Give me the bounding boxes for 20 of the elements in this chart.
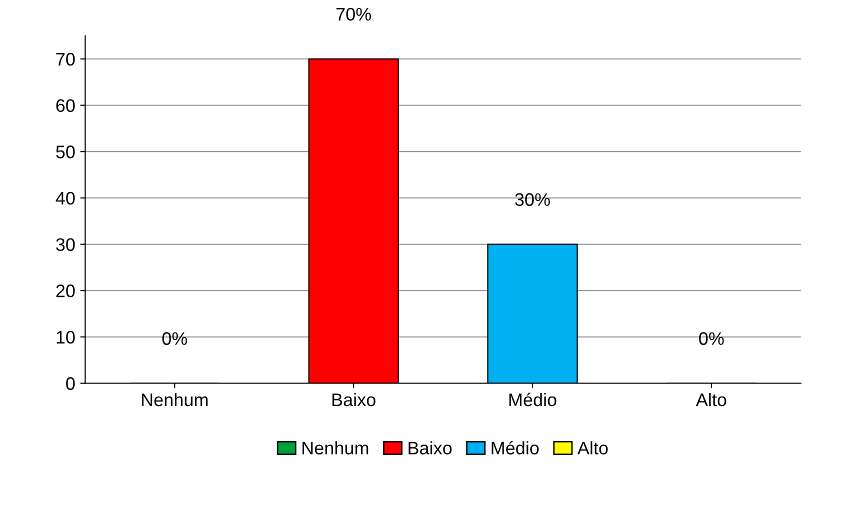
legend-label: Baixo bbox=[408, 441, 452, 454]
legend-label: Alto bbox=[577, 441, 608, 454]
data-label: 30% bbox=[515, 193, 550, 206]
y-tick-label: 60 bbox=[56, 99, 75, 112]
y-tick-label: 30 bbox=[56, 238, 75, 251]
data-label: 0% bbox=[162, 332, 188, 345]
x-tick-label: Médio bbox=[509, 392, 556, 406]
y-tick-label: 50 bbox=[56, 146, 75, 158]
y-tick-label: 0 bbox=[66, 377, 75, 390]
data-label: 0% bbox=[699, 332, 724, 345]
y-tick-label: 10 bbox=[56, 330, 75, 344]
y-tick-label: 20 bbox=[56, 284, 75, 298]
x-tick-label: Baixo bbox=[332, 392, 376, 406]
legend-label: Nenhum bbox=[302, 441, 368, 454]
legend-label: Médio bbox=[492, 440, 539, 454]
y-tick-label: 70 bbox=[56, 52, 75, 66]
x-tick-label: Nenhum bbox=[142, 392, 208, 406]
x-tick-label: Alto bbox=[696, 392, 726, 406]
y-tick-label: 40 bbox=[56, 192, 75, 205]
data-label: 70% bbox=[336, 8, 372, 21]
